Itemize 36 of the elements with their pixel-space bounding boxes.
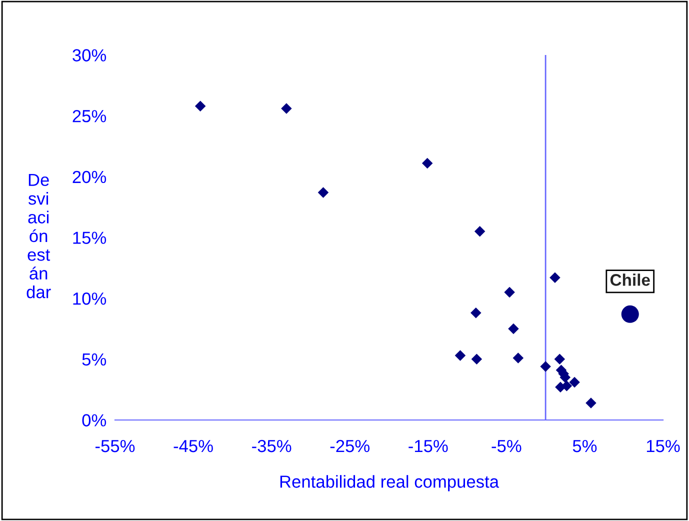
point: [550, 272, 560, 284]
point: [474, 226, 486, 237]
point: [512, 352, 524, 364]
point: [470, 308, 482, 318]
point: [540, 361, 551, 372]
y-tick-label: 5%: [82, 353, 106, 366]
x-tick-label: -45%: [174, 440, 213, 452]
point: [318, 187, 329, 198]
y-tick-label: 15%: [73, 232, 106, 244]
series-label: Chile: [610, 274, 650, 286]
y-tick-label: 25%: [72, 110, 106, 122]
x-tick-label: 5%: [572, 440, 597, 452]
x-tick-label: -55%: [96, 440, 135, 452]
point: [194, 100, 206, 112]
point: [504, 286, 515, 298]
y-tick-label: 30%: [72, 49, 106, 62]
point: [554, 354, 566, 365]
y-tick-label: 20%: [72, 170, 106, 184]
point: [621, 305, 639, 323]
point: [471, 354, 482, 365]
point: [508, 323, 519, 334]
y-tick-label: 10%: [73, 292, 106, 305]
x-tick-label: 15%: [646, 440, 680, 452]
x-axis-title: Rentabilidad real compuesta: [280, 475, 500, 492]
x-tick-label: -25%: [330, 440, 370, 452]
y-tick-label: 0%: [82, 414, 106, 426]
x-tick-label: -5%: [492, 440, 522, 452]
point: [281, 103, 292, 114]
point: [586, 398, 596, 408]
y-axis-title: De svi aci ón est án dar: [26, 174, 51, 298]
point: [454, 350, 466, 361]
x-tick-label: -35%: [252, 440, 292, 452]
x-tick-label: -15%: [408, 440, 448, 452]
point: [422, 158, 433, 169]
point: [569, 376, 580, 388]
point: [561, 380, 572, 392]
